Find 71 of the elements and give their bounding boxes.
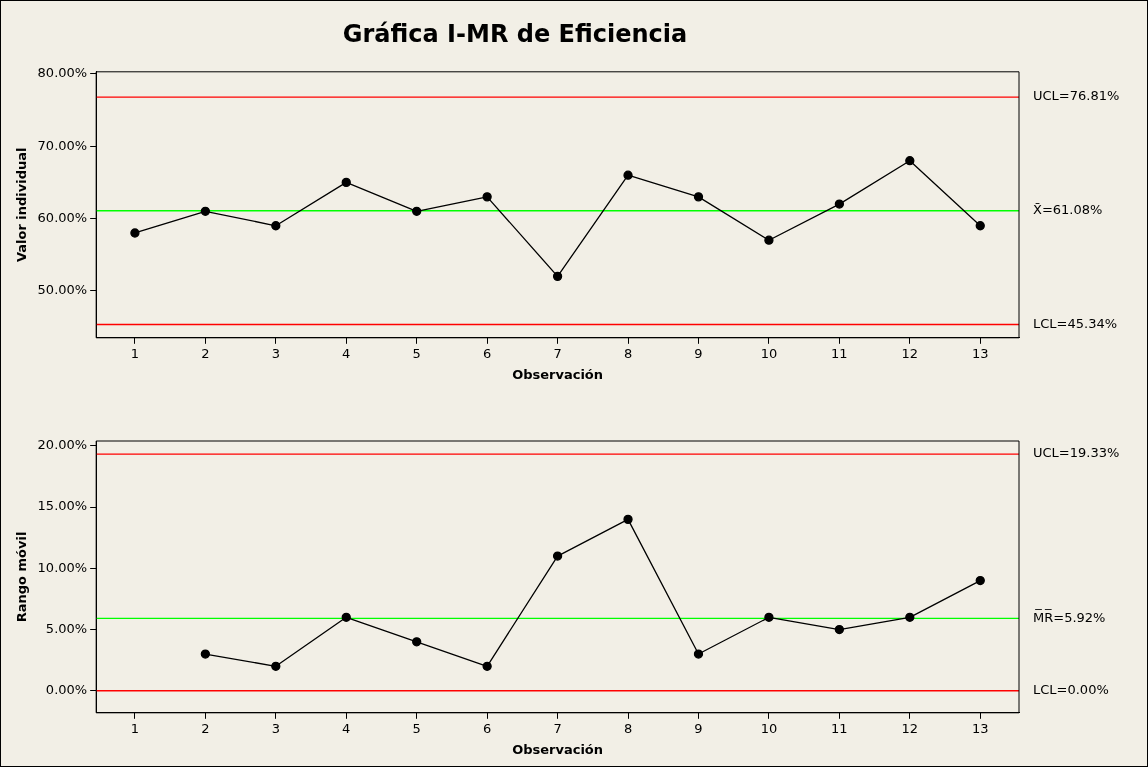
x-axis-title: Observación: [512, 366, 604, 382]
x-tick-label: 5: [412, 720, 421, 736]
y-tick-label: 80.00%: [37, 65, 88, 81]
point: [905, 156, 915, 166]
x-tick-label: 5: [412, 345, 421, 361]
x-tick-label: 1: [130, 345, 140, 361]
x-tick-label: 13: [971, 345, 989, 361]
point: [623, 514, 633, 525]
x-tick-label: 2: [201, 345, 210, 361]
x-tick-label: 7: [553, 720, 562, 736]
x-tick-label: 12: [901, 720, 919, 736]
y-tick-label: 20.00%: [37, 437, 88, 453]
chart-title: Gráfica I-MR de Eficiencia: [342, 19, 688, 48]
x-tick-label: 11: [831, 720, 848, 736]
point: [271, 221, 281, 231]
x-tick-label: 6: [483, 345, 492, 361]
x-tick-label: 9: [694, 345, 703, 361]
ref-line-label: X̄=61.08%: [1033, 202, 1103, 218]
x-tick-label: 7: [553, 345, 562, 361]
point: [834, 624, 845, 635]
point: [975, 221, 985, 231]
y-tick-label: 15.00%: [37, 498, 88, 514]
point: [552, 271, 563, 282]
x-tick-label: 4: [342, 345, 351, 361]
point: [200, 649, 211, 659]
point: [764, 235, 774, 245]
x-tick-label: 12: [901, 345, 919, 361]
point: [341, 177, 351, 188]
y-tick-label: 10.00%: [37, 559, 88, 575]
y-axis-title: Valor individual: [14, 147, 30, 263]
ref-line-label: LCL=0.00%: [1033, 682, 1109, 698]
y-tick-label: 50.00%: [37, 282, 88, 298]
point: [412, 206, 422, 216]
x-tick-label: 8: [623, 345, 633, 361]
x-axis-title: Observación: [512, 741, 604, 757]
x-tick-label: 2: [201, 720, 210, 736]
y-axis-title: Rango móvil: [14, 531, 30, 623]
point: [200, 206, 211, 216]
x-tick-label: 10: [760, 720, 778, 736]
point: [905, 612, 915, 622]
x-tick-label: 6: [483, 720, 492, 736]
point: [341, 612, 351, 622]
x-tick-label: 9: [694, 720, 703, 736]
point: [482, 661, 492, 671]
x-tick-label: 4: [342, 720, 351, 736]
y-tick-label: 60.00%: [37, 209, 88, 225]
point: [130, 228, 140, 238]
point: [412, 637, 422, 647]
point: [482, 192, 492, 202]
point: [693, 192, 704, 202]
point: [975, 575, 985, 586]
x-tick-label: 8: [623, 720, 633, 736]
x-tick-label: 13: [971, 720, 989, 736]
x-tick-label: 1: [130, 720, 140, 736]
point: [693, 649, 704, 659]
ref-line-label: LCL=45.34%: [1033, 315, 1118, 331]
point: [764, 612, 774, 622]
y-tick-label: 5.00%: [45, 620, 88, 636]
y-tick-label: 0.00%: [45, 682, 88, 698]
ref-line-label: UCL=76.81%: [1033, 88, 1120, 104]
point: [834, 199, 845, 209]
point: [623, 170, 633, 180]
x-tick-label: 3: [271, 345, 280, 361]
point: [552, 551, 563, 561]
ref-line-label: UCL=19.33%: [1033, 445, 1120, 461]
ref-line-label: M̅R̅=5.92%: [1033, 609, 1106, 625]
x-tick-label: 11: [831, 345, 848, 361]
x-tick-label: 3: [271, 720, 280, 736]
x-tick-label: 10: [760, 345, 778, 361]
y-tick-label: 70.00%: [37, 137, 88, 153]
point: [271, 661, 281, 671]
